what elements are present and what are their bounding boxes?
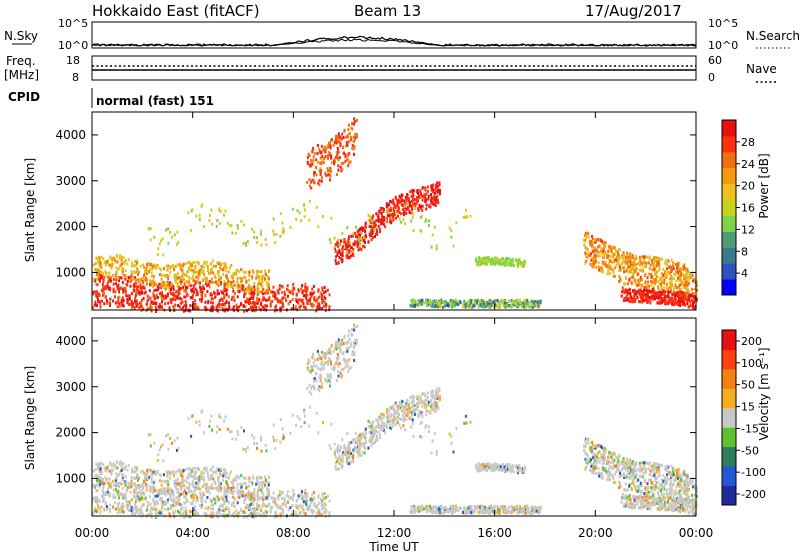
colorbar-segment xyxy=(722,152,736,168)
colorbar-tick-label: 4 xyxy=(741,267,748,280)
colorbar-segment xyxy=(722,247,736,263)
colorbar-segment xyxy=(722,349,736,369)
colorbar-segment xyxy=(722,369,736,389)
noise-sky-label: N.Sky xyxy=(4,29,38,43)
velocity-heatmap-cells xyxy=(92,323,698,519)
x-tick-label: 04:00 xyxy=(175,526,210,540)
y-tick-label: 4000 xyxy=(55,128,86,142)
freq-label-1: Freq. xyxy=(6,54,36,68)
cpid-panel: CPID normal (fast) 151 xyxy=(8,88,214,108)
nave-tick-bottom: 0 xyxy=(708,71,715,84)
freq-tick-bottom: 8 xyxy=(72,71,79,84)
noise-right-tick-top: 10^5 xyxy=(708,17,738,30)
velocity-panel: 1000 2000 3000 4000 00:00 04:00 08:00 12:00 16:… xyxy=(23,318,771,540)
y-tick-label: 2000 xyxy=(55,426,86,440)
x-tick-label: 12:00 xyxy=(377,526,412,540)
colorbar-segment xyxy=(722,200,736,216)
power-heatmap-cells xyxy=(92,117,698,313)
date-label: 17/Aug/2017 xyxy=(585,2,682,20)
colorbar-segment xyxy=(722,408,736,428)
power-panel: 1000 2000 3000 4000 Slant Range [km] 4 8 12 16… xyxy=(23,112,771,313)
y-tick-label: 3000 xyxy=(55,174,86,188)
x-tick-label: 00:00 xyxy=(75,526,110,540)
noise-right-tick-bottom: 10^0 xyxy=(708,39,738,52)
frequency-panel: Freq. [MHz] 18 8 60 0 Nave xyxy=(4,54,777,84)
power-colorbar-label: Power [dB] xyxy=(757,153,771,218)
y-tick-label: 1000 xyxy=(55,471,86,485)
nave-tick-top: 60 xyxy=(708,54,722,67)
x-tick-label: 16:00 xyxy=(477,526,512,540)
colorbar-tick-label: 12 xyxy=(741,223,755,236)
y-tick-label: 3000 xyxy=(55,380,86,394)
colorbar-segment xyxy=(722,120,736,136)
power-colorbar: 4 8 12 16 20 24 28 xyxy=(722,120,755,296)
colorbar-tick-label: 15 xyxy=(741,401,755,414)
power-y-axis-label: Slant Range [km] xyxy=(23,158,37,262)
colorbar-segment xyxy=(722,231,736,247)
colorbar-segment xyxy=(722,447,736,467)
y-tick-label: 2000 xyxy=(55,220,86,234)
colorbar-tick-label: 16 xyxy=(741,202,755,215)
freq-label-2: [MHz] xyxy=(4,68,39,82)
colorbar-tick-label: 20 xyxy=(741,180,755,193)
colorbar-segment xyxy=(722,136,736,152)
velocity-y-axis-label: Slant Range [km] xyxy=(23,366,37,470)
colorbar-segment xyxy=(722,263,736,279)
colorbar-segment xyxy=(722,330,736,350)
x-axis-label: Time UT xyxy=(368,540,419,554)
cpid-label: CPID xyxy=(8,90,40,104)
colorbar-tick-label: -50 xyxy=(741,444,759,457)
colorbar-tick-label: 50 xyxy=(741,379,755,392)
colorbar-segment xyxy=(722,168,736,184)
colorbar-segment xyxy=(722,184,736,200)
colorbar-segment xyxy=(722,279,736,295)
colorbar-tick-label: 200 xyxy=(741,335,762,348)
noise-sky-line xyxy=(92,36,696,46)
noise-left-tick-bottom: 10^0 xyxy=(58,39,88,52)
y-tick-label: 1000 xyxy=(55,265,86,279)
colorbar-segment xyxy=(722,215,736,231)
noise-search-label: N.Search xyxy=(746,29,800,43)
x-tick-label: 00:00 xyxy=(679,526,714,540)
radar-summary-figure: Hokkaido East (fitACF) Beam 13 17/Aug/20… xyxy=(0,0,800,554)
colorbar-segment xyxy=(722,427,736,447)
freq-tick-top: 18 xyxy=(66,54,80,67)
cpid-value: normal (fast) 151 xyxy=(96,94,214,108)
colorbar-segment xyxy=(722,486,736,506)
y-tick-label: 4000 xyxy=(55,334,86,348)
velocity-colorbar-label: Velocity [m s⁻¹] xyxy=(757,347,771,440)
noise-panel: N.Sky 10^5 10^0 10^5 10^0 N.Search xyxy=(4,17,800,52)
figure-title: Hokkaido East (fitACF) xyxy=(92,2,260,20)
noise-search-line xyxy=(92,39,696,46)
x-tick-label: 20:00 xyxy=(578,526,613,540)
noise-left-tick-top: 10^5 xyxy=(58,17,88,30)
colorbar-tick-label: -200 xyxy=(741,488,766,501)
colorbar-tick-label: 8 xyxy=(741,245,748,258)
beam-label: Beam 13 xyxy=(354,2,421,20)
colorbar-segment xyxy=(722,388,736,408)
colorbar-segment xyxy=(722,466,736,486)
colorbar-tick-label: 24 xyxy=(741,158,755,171)
colorbar-tick-label: 28 xyxy=(741,136,755,149)
colorbar-tick-label: -100 xyxy=(741,466,766,479)
x-tick-label: 08:00 xyxy=(276,526,311,540)
nave-label: Nave xyxy=(746,62,777,76)
